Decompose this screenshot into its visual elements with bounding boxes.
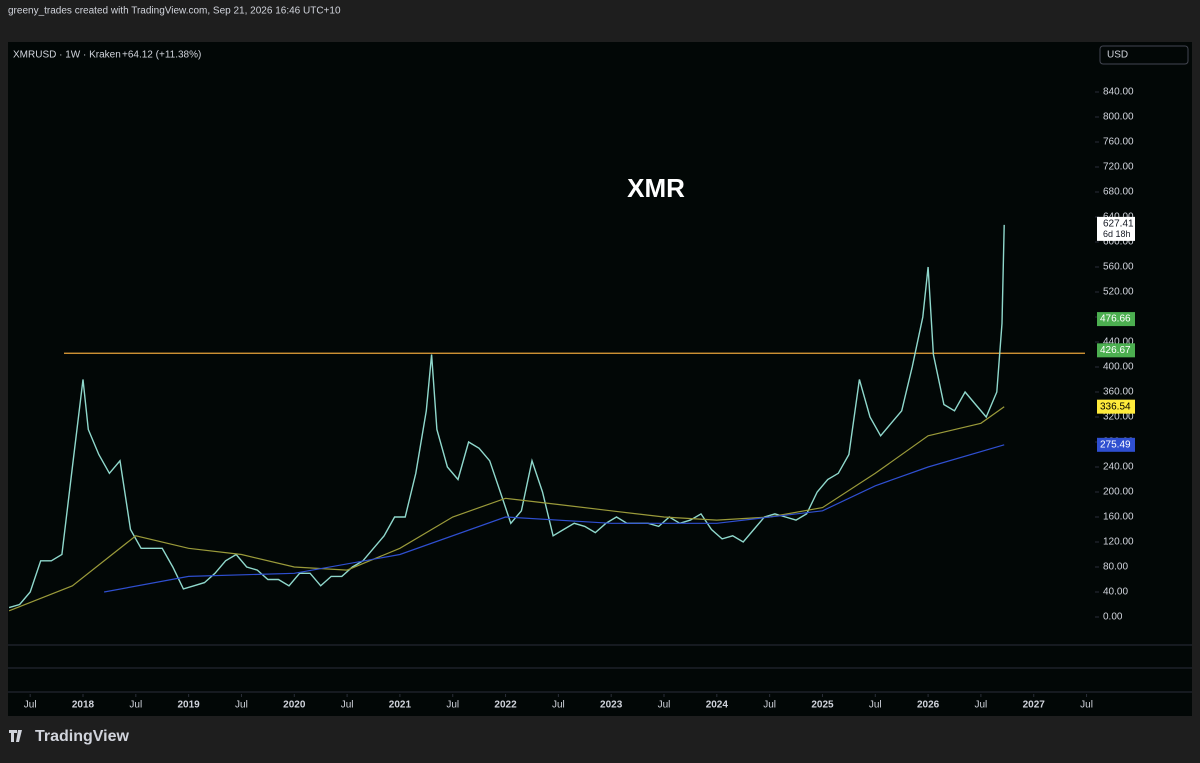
- x-tick-label: Jul: [341, 700, 354, 711]
- x-tick-label: 2021: [389, 700, 412, 711]
- price-tag-label: 476.66: [1100, 314, 1131, 325]
- price-tag-label: 426.67: [1100, 345, 1131, 356]
- y-tick-label: 80.00: [1103, 562, 1128, 573]
- y-tick-label: 440.00: [1103, 337, 1134, 348]
- last-price-tag: [1097, 216, 1135, 241]
- y-tick-label: 400.00: [1103, 362, 1134, 373]
- brand-logo: [9, 730, 22, 742]
- y-tick-label: 680.00: [1103, 187, 1134, 198]
- y-tick-label: 520.00: [1103, 287, 1134, 298]
- x-tick-label: 2019: [178, 700, 201, 711]
- annotation: XMR: [627, 173, 685, 203]
- countdown: 6d 18h: [1103, 229, 1131, 239]
- symbol: XMRUSD · 1W · Kraken: [13, 50, 121, 61]
- y-tick-label: 200.00: [1103, 487, 1134, 498]
- credit: greeny_trades created with TradingView.c…: [8, 6, 341, 17]
- x-tick-label: Jul: [658, 700, 671, 711]
- x-tick-label: 2020: [283, 700, 306, 711]
- y-tick-label: 120.00: [1103, 537, 1134, 548]
- y-tick-label: 600.00: [1103, 237, 1134, 248]
- price-line: [8, 224, 1005, 609]
- x-tick-label: Jul: [552, 700, 565, 711]
- x-tick-label: Jul: [129, 700, 142, 711]
- y-tick-label: 840.00: [1103, 87, 1134, 98]
- x-tick-label: 2023: [600, 700, 623, 711]
- price-line: [103, 444, 1005, 593]
- y-tick-label: 720.00: [1103, 162, 1134, 173]
- currency[interactable]: USD: [1107, 50, 1128, 61]
- y-tick-label: 760.00: [1103, 137, 1134, 148]
- x-tick-label: Jul: [975, 700, 988, 711]
- x-tick-label: Jul: [763, 700, 776, 711]
- y-tick-label: 320.00: [1103, 412, 1134, 423]
- y-tick-label: 240.00: [1103, 462, 1134, 473]
- x-tick-label: 2027: [1023, 700, 1046, 711]
- change: +64.12 (+11.38%): [122, 50, 201, 61]
- y-tick-label: 40.00: [1103, 587, 1128, 598]
- x-tick-label: 2025: [811, 700, 834, 711]
- chart-panel: [8, 42, 1192, 716]
- x-tick-label: 2022: [494, 700, 517, 711]
- y-tick-label: 560.00: [1103, 262, 1134, 273]
- x-tick-label: Jul: [235, 700, 248, 711]
- last-price: 627.41: [1103, 219, 1134, 230]
- y-tick-label: 360.00: [1103, 387, 1134, 398]
- x-tick-label: Jul: [1080, 700, 1093, 711]
- y-tick-label: 160.00: [1103, 512, 1134, 523]
- x-tick-label: Jul: [24, 700, 37, 711]
- x-tick-label: Jul: [446, 700, 459, 711]
- brand: TradingView: [35, 728, 130, 745]
- price-tag-label: 275.49: [1100, 439, 1131, 450]
- currency-button[interactable]: [1099, 45, 1189, 65]
- price-line: [8, 406, 1005, 612]
- x-tick-label: 2026: [917, 700, 940, 711]
- price-tag-label: 336.54: [1100, 401, 1131, 412]
- x-tick-label: 2024: [706, 700, 729, 711]
- price-tag: [1097, 343, 1135, 358]
- price-tag: [1097, 437, 1135, 452]
- y-tick-label: 800.00: [1103, 112, 1134, 123]
- y-tick-label: 0.00: [1103, 612, 1123, 623]
- price-tag: [1097, 312, 1135, 327]
- price-tag: [1097, 399, 1135, 414]
- x-tick-label: Jul: [869, 700, 882, 711]
- x-tick-label: 2018: [72, 700, 95, 711]
